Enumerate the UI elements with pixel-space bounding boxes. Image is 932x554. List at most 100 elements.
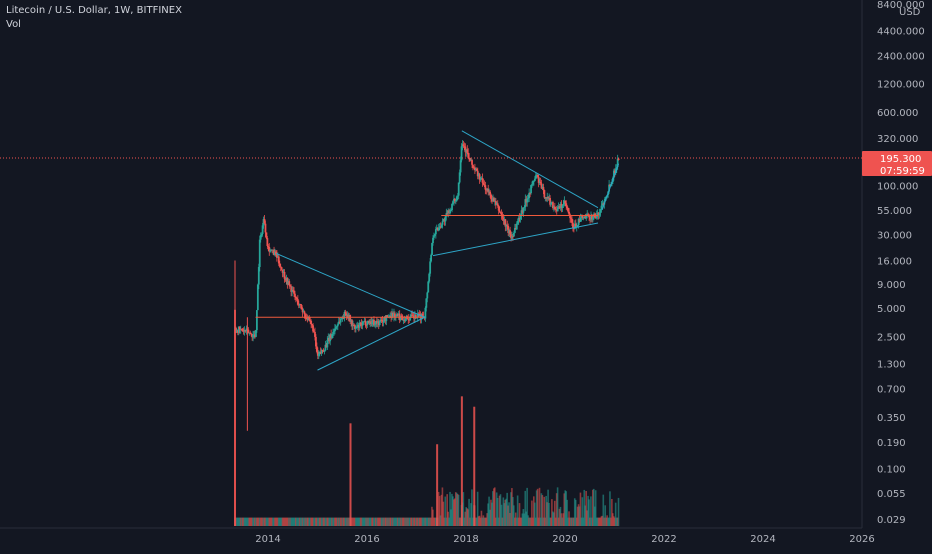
candle-body xyxy=(579,217,582,222)
candle-body xyxy=(597,212,600,216)
volume-bar xyxy=(251,517,253,526)
candle-body xyxy=(260,233,263,236)
volume-bar xyxy=(481,517,484,526)
volume-indicator-label[interactable]: Vol xyxy=(6,19,21,30)
candle-body xyxy=(238,326,241,330)
volume-bar xyxy=(572,517,574,526)
candle-body xyxy=(403,320,406,321)
time-axis: 2014 2016 2018 2020 2022 2024 2026 xyxy=(255,534,874,545)
candle-body xyxy=(323,350,326,352)
volume-bar xyxy=(598,517,601,526)
volume-bar xyxy=(383,517,386,526)
volume-bar xyxy=(279,517,282,526)
volume-bar xyxy=(332,517,334,526)
candle-body xyxy=(236,330,238,333)
volume-bar xyxy=(237,517,240,526)
volume-bar xyxy=(536,488,539,526)
candle-body xyxy=(509,230,512,235)
volume-bar xyxy=(523,513,526,526)
volume-bar xyxy=(549,517,551,526)
volume-bar xyxy=(513,505,515,526)
volume-bar xyxy=(516,495,519,526)
volume-bar xyxy=(400,517,403,526)
volume-bar xyxy=(295,517,297,526)
candle-body xyxy=(331,333,333,338)
candle-body xyxy=(345,313,348,316)
volume-bar xyxy=(337,517,340,526)
candle-body xyxy=(574,223,577,228)
candle-body xyxy=(457,182,460,196)
volume-bar xyxy=(443,517,446,526)
volume-bar xyxy=(466,508,468,526)
volume-bar xyxy=(256,517,259,526)
candle-body xyxy=(360,323,363,326)
volume-bar xyxy=(247,517,250,526)
candle-body xyxy=(506,224,509,226)
volume-bar xyxy=(241,517,244,526)
volume-bar xyxy=(324,517,327,526)
volume-bar xyxy=(312,517,314,526)
volume-bar xyxy=(559,506,562,526)
volume-bar xyxy=(404,517,407,526)
candle-body xyxy=(349,315,352,322)
candle-body xyxy=(487,188,490,193)
volume-spike xyxy=(349,423,352,526)
volume-bar xyxy=(333,517,335,526)
year-tick-label: 2014 xyxy=(255,534,280,545)
candle-body xyxy=(492,198,494,201)
volume-bar xyxy=(354,517,356,526)
candle-body xyxy=(513,228,516,233)
volume-bar xyxy=(605,517,607,526)
volume-bar xyxy=(475,517,478,526)
volume-bar xyxy=(249,517,251,526)
candle-body xyxy=(525,199,528,203)
volume-bar xyxy=(357,517,360,526)
candle-body xyxy=(273,249,275,256)
volume-bar xyxy=(327,517,329,526)
candle-body xyxy=(267,245,270,247)
volume-bar xyxy=(262,517,265,526)
candle-body xyxy=(399,315,402,320)
candle-body xyxy=(392,313,394,317)
volume-bar xyxy=(298,517,301,526)
candle-body xyxy=(554,209,557,210)
volume-bar xyxy=(426,517,428,526)
volume-bar xyxy=(524,490,527,526)
volume-bar xyxy=(500,504,503,526)
volume-bar xyxy=(310,517,312,526)
candle-body xyxy=(244,330,247,332)
volume-bar xyxy=(347,517,349,526)
candle-body xyxy=(254,334,256,337)
candle-body xyxy=(594,217,597,218)
volume-bar xyxy=(543,496,546,526)
volume-bar xyxy=(382,517,385,526)
candle-body xyxy=(588,214,591,218)
volume-bar xyxy=(335,517,337,526)
candle-body xyxy=(249,332,252,334)
volume-bar xyxy=(296,517,299,526)
candle-body xyxy=(484,185,487,190)
candle-body xyxy=(342,317,345,319)
candle-body xyxy=(504,219,507,227)
volume-bar xyxy=(345,517,348,526)
candle-body xyxy=(549,198,551,205)
year-tick-label: 2018 xyxy=(453,534,478,545)
candle-body xyxy=(415,317,418,319)
volume-bar xyxy=(562,513,565,526)
volume-bar xyxy=(292,517,294,526)
volume-bars xyxy=(234,309,620,526)
volume-bar xyxy=(564,490,567,526)
volume-bar xyxy=(591,517,593,526)
candle-body xyxy=(430,254,432,262)
symbol-title[interactable]: Litecoin / U.S. Dollar, 1W, BITFINEX xyxy=(6,5,182,16)
candle-body xyxy=(591,214,593,220)
volume-bar xyxy=(406,517,408,526)
volume-bar xyxy=(293,517,295,526)
candle-body xyxy=(391,313,393,318)
candle-body xyxy=(589,217,591,220)
candle-body xyxy=(235,327,237,333)
volume-bar xyxy=(263,517,266,526)
